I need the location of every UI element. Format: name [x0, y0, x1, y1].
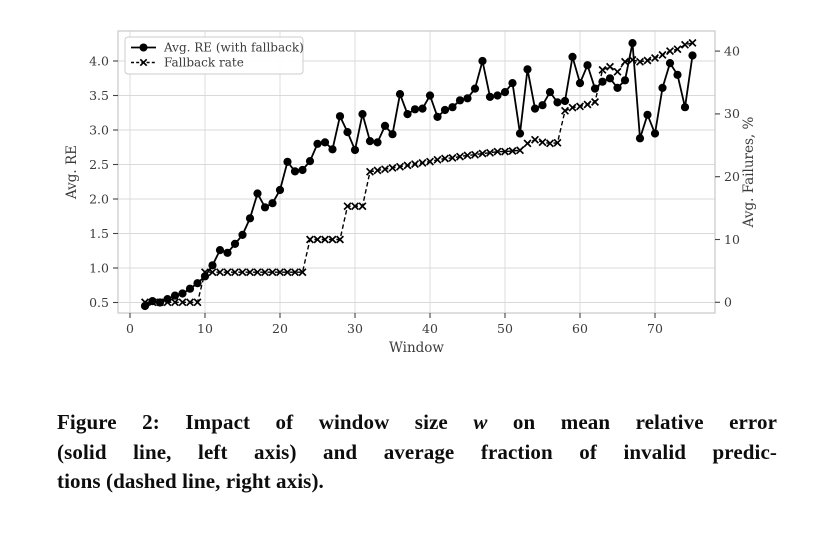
plot-frame	[117, 30, 716, 314]
svg-text:40: 40	[724, 43, 740, 58]
svg-text:0.5: 0.5	[89, 295, 109, 310]
svg-text:2.0: 2.0	[89, 191, 109, 206]
svg-text:50: 50	[497, 321, 513, 336]
svg-text:20: 20	[272, 321, 288, 336]
left-axis-label: Avg. RE	[64, 145, 80, 200]
svg-text:3.5: 3.5	[89, 88, 109, 103]
figure-caption: Figure 2: Impact of window size w on mea…	[57, 408, 777, 497]
caption-text: Figure 2: Impact of window size	[57, 410, 474, 434]
legend-label: Fallback rate	[164, 56, 244, 70]
axis-tick-labels: 0 10 20 30 40 50 60 70 0.5 1.0 1.5 2.0 2.5 3.0 3.5 4.0 0…	[89, 43, 740, 336]
legend-x-marker-icon	[139, 58, 148, 67]
math-variable-w: w	[473, 410, 488, 434]
right-axis-label: Avg. Failures, %	[741, 117, 757, 229]
axis-ticks	[113, 50, 720, 318]
svg-text:70: 70	[647, 321, 663, 336]
x-axis-label: Window	[389, 340, 444, 356]
series-avg-re	[140, 39, 697, 311]
svg-text:0: 0	[126, 321, 134, 336]
svg-text:1.5: 1.5	[89, 226, 109, 241]
svg-text:10: 10	[197, 321, 213, 336]
caption-line-1: Figure 2: Impact of window size w on mea…	[57, 408, 777, 438]
svg-text:3.0: 3.0	[89, 122, 109, 137]
legend: Avg. RE (with fallback)Fallback rate	[124, 36, 304, 75]
figure-2: 0 10 20 30 40 50 60 70 0.5 1.0 1.5 2.0 2.5 3.0 3.5 4.0 0…	[57, 30, 777, 497]
svg-text:40: 40	[422, 321, 438, 336]
caption-text: on mean relative error	[487, 410, 777, 434]
svg-text:1.0: 1.0	[89, 260, 109, 275]
svg-text:30: 30	[347, 321, 363, 336]
caption-line-3: tions (dashed line, right axis).	[57, 469, 324, 493]
series-fallback-rate	[140, 38, 697, 307]
svg-text:10: 10	[724, 232, 740, 247]
svg-text:60: 60	[572, 321, 588, 336]
svg-text:0: 0	[724, 295, 732, 310]
legend-circle-marker-icon	[139, 43, 148, 52]
legend-label: Avg. RE (with fallback)	[163, 41, 304, 55]
figure-2-chart: 0 10 20 30 40 50 60 70 0.5 1.0 1.5 2.0 2.5 3.0 3.5 4.0 0…	[64, 30, 757, 356]
svg-text:2.5: 2.5	[89, 157, 109, 172]
svg-text:4.0: 4.0	[89, 53, 109, 68]
svg-text:30: 30	[724, 106, 740, 121]
svg-text:20: 20	[724, 169, 740, 184]
caption-line-2: (solid line, left axis) and average frac…	[57, 439, 777, 464]
